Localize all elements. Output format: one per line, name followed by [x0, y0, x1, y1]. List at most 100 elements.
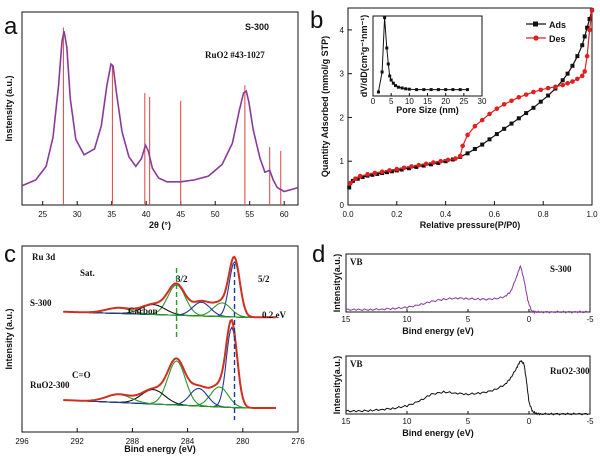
panel-d-curve-1	[345, 359, 589, 416]
panel-b-des-point	[387, 168, 392, 173]
panel-b-ads-point	[421, 163, 426, 168]
panel-d-xtick-label: 15	[342, 315, 351, 324]
panel-b-ads-point	[436, 160, 441, 165]
panel-d-xlabel-1: Bind energy (eV)	[402, 428, 474, 438]
panel-b-des-point	[589, 7, 595, 13]
panel-b-legend-marker	[533, 35, 539, 41]
panel-c-s300-label: S-300	[30, 298, 52, 308]
panel-b-ytick-label: 2	[340, 113, 345, 122]
panel-b-des-point	[538, 87, 544, 93]
panel-b-ads-point	[565, 71, 570, 76]
panel-b-xtick-label: 0.4	[440, 210, 452, 219]
panel-b-inset-point	[386, 62, 390, 66]
panel-b-des-point	[423, 161, 429, 167]
panel-d-ylabel-1: Intensity(a.u.)	[332, 356, 342, 415]
panel-b-ytick-label: 0	[340, 201, 345, 210]
panel-b-ads-point	[347, 185, 352, 190]
panel-d-ylabel-0: Intensity(a.u.)	[332, 254, 342, 313]
panel-d-xtick-label: 0	[527, 417, 532, 426]
panel-b-des-point	[431, 160, 436, 165]
panel-a-xtick-label: 40	[142, 210, 151, 219]
panel-b-ads-point	[443, 159, 448, 164]
panel-b-inset-point	[376, 90, 380, 94]
panel-b-ads-point	[472, 146, 477, 151]
panel-d-tag-1: VB	[350, 359, 363, 369]
panel-d-label: d	[312, 241, 325, 268]
panel-b-des-point	[509, 98, 514, 104]
panel-b-des-point	[531, 89, 536, 95]
panel-b-ads-point	[375, 171, 380, 176]
panel-b-inset-point	[436, 88, 440, 92]
panel-b-xtick-label: 0.2	[391, 210, 403, 219]
panel-b-ads-point	[385, 170, 390, 175]
panel-b-legend-des: Des	[549, 34, 566, 44]
panel-d-xtick-label: -5	[586, 315, 594, 324]
panel-b-ads-point	[575, 54, 580, 59]
panel-b-xtick-label: 1.0	[586, 210, 598, 219]
panel-b-ads-point	[370, 172, 375, 177]
panel-b-inset-frame	[372, 15, 483, 97]
panel-b-inset-point	[394, 84, 398, 88]
panel-c-xtick-label: 292	[71, 437, 85, 446]
panel-b-des-point	[523, 92, 529, 97]
panel-b-ads-point	[582, 34, 587, 39]
panel-a-xlabel: 2θ (°)	[149, 220, 171, 230]
panel-c-co-label: C=O	[72, 370, 91, 380]
panel-b-inset-point	[465, 88, 469, 92]
panel-d-curve-0	[345, 265, 589, 315]
panel-b-ads-point	[524, 111, 529, 116]
panel-b-inset-xtick-label: 5	[389, 97, 394, 106]
panel-b-inset-point	[396, 85, 400, 89]
panel-b-ads-point	[389, 169, 394, 174]
panel-d-xtick-label: 10	[403, 315, 412, 324]
panel-b-des-point	[575, 76, 580, 82]
panel-a-ylabel: Instensity (a.u.)	[4, 75, 14, 141]
panel-c-ruo2-label: RuO2-300	[30, 380, 70, 390]
panel-b-des-point	[453, 156, 458, 161]
panel-b-inset-point	[422, 88, 426, 92]
panel-b-ads-point	[360, 174, 365, 179]
panel-d-name-1: RuO2-300	[550, 366, 590, 376]
panel-c-core-label: Ru 3d	[32, 252, 55, 262]
panel-b-des-point	[379, 169, 385, 175]
panel-b-des-point	[445, 157, 451, 163]
panel-a-xtick-label: 60	[280, 210, 289, 219]
panel-d-name-0: S-300	[550, 264, 572, 274]
panel-c-j52-label: 5/2	[258, 274, 270, 284]
panel-b-ads-point	[480, 142, 485, 147]
panel-b-xlabel: Relative pressure(P/P0)	[420, 220, 521, 230]
panel-b-des-point	[553, 84, 558, 90]
panel-b-des-point	[372, 170, 378, 176]
panel-c-s300-envelope	[63, 255, 276, 319]
panel-d-xtick-label: 5	[466, 315, 471, 324]
panel-b-des-point	[582, 69, 587, 74]
panel-b-ads-point	[516, 116, 521, 121]
panel-c-sat-label: Sat.	[80, 268, 95, 278]
panel-b-ytick-label: 4	[340, 26, 345, 35]
panel-b-ads-point	[494, 132, 499, 137]
panel-b-inset-point	[385, 46, 389, 50]
panel-b-xtick-label: 0.8	[538, 210, 550, 219]
panel-b-ads-point	[509, 121, 514, 126]
panel-c-xtick-label: 284	[181, 437, 195, 446]
panel-b-ytick-label: 1	[340, 157, 345, 166]
panel-d-xtick-label: -5	[586, 417, 594, 426]
panel-b-des-point	[365, 172, 370, 177]
panel-b-inset-point	[451, 88, 455, 92]
panel-b-des-point	[516, 95, 522, 100]
panel-b-ads-point	[428, 162, 433, 167]
panel-b-ads-point	[502, 126, 507, 131]
panel-b-des-point	[579, 73, 585, 79]
panel-b-inset-xtick-label: 10	[405, 97, 414, 106]
panel-b-xtick-label: 0.6	[489, 210, 501, 219]
panel-b-inset-point	[429, 88, 433, 92]
panel-a-xtick-label: 45	[176, 210, 185, 219]
panel-b-inset-xtick-label: 0	[371, 97, 376, 106]
panel-b-des-point	[457, 153, 463, 159]
panel-d-frame-0	[345, 253, 591, 313]
panel-b-des-point	[460, 143, 465, 149]
panel-d-frame-1	[345, 355, 591, 415]
panel-b-ads-point	[531, 105, 536, 110]
panel-c-label: c	[4, 241, 16, 268]
panel-b-des-point	[348, 180, 353, 186]
